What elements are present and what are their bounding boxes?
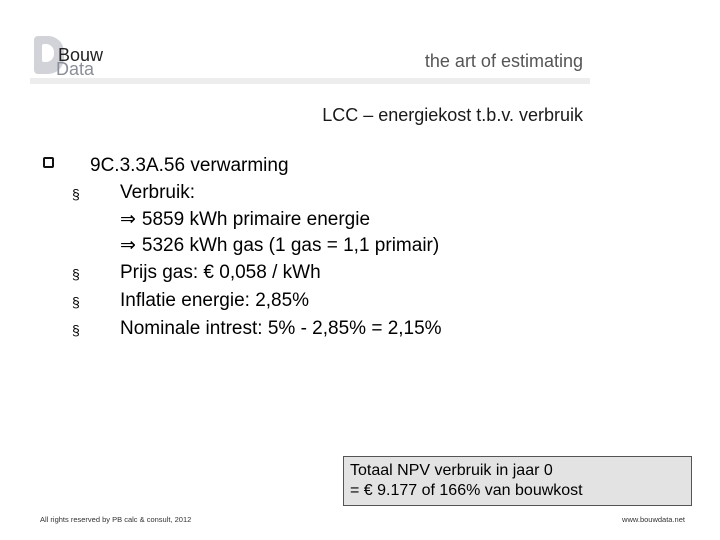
website-link[interactable]: www.bouwdata.net bbox=[622, 515, 685, 524]
slide-subtitle: LCC – energiekost t.b.v. verbruik bbox=[322, 105, 583, 125]
summary-line-2: = € 9.177 of 166% van bouwkost bbox=[350, 482, 583, 499]
section-bullet-icon: § bbox=[72, 294, 80, 310]
sub-item-text: 5326 kWh gas (1 gas = 1,1 primair) bbox=[141, 235, 440, 256]
section-bullet-icon: § bbox=[72, 186, 80, 202]
bouwdata-logo: Bouw Data bbox=[32, 34, 112, 80]
main-bullet-text: 9C.3.3A.56 verwarming bbox=[90, 155, 289, 176]
square-bullet-icon bbox=[43, 157, 54, 168]
logo-text-bouw: Bouw bbox=[58, 45, 104, 65]
sub-item-text: 5859 kWh primaire energie bbox=[141, 209, 371, 230]
implies-arrow-icon: ⇒ bbox=[120, 235, 136, 256]
summary-line-1: Totaal NPV verbruik in jaar 0 bbox=[350, 462, 553, 479]
tagline: the art of estimating bbox=[424, 51, 583, 71]
logo-mark-icon bbox=[34, 36, 64, 74]
logo-text-data: Data bbox=[56, 59, 95, 79]
bullet-item-prijs-gas: Prijs gas: € 0,058 / kWh bbox=[120, 262, 321, 283]
copyright-notice: All rights reserved by PB calc & consult… bbox=[40, 515, 192, 524]
section-bullet-icon: § bbox=[72, 266, 80, 282]
implies-arrow-icon: ⇒ bbox=[120, 209, 136, 230]
bullet-item-inflatie: Inflatie energie: 2,85% bbox=[120, 290, 310, 311]
sub-item-primaire-energie: ⇒ 5859 kWh primaire energie bbox=[120, 208, 370, 231]
bullet-item-verbruik: Verbruik: bbox=[120, 182, 195, 203]
sub-item-gas: ⇒ 5326 kWh gas (1 gas = 1,1 primair) bbox=[120, 234, 439, 257]
bullet-item-intrest: Nominale intrest: 5% - 2,85% = 2,15% bbox=[120, 318, 442, 339]
section-bullet-icon: § bbox=[72, 322, 80, 338]
npv-summary-box: Totaal NPV verbruik in jaar 0 = € 9.177 … bbox=[343, 456, 692, 506]
header-divider bbox=[30, 78, 590, 84]
